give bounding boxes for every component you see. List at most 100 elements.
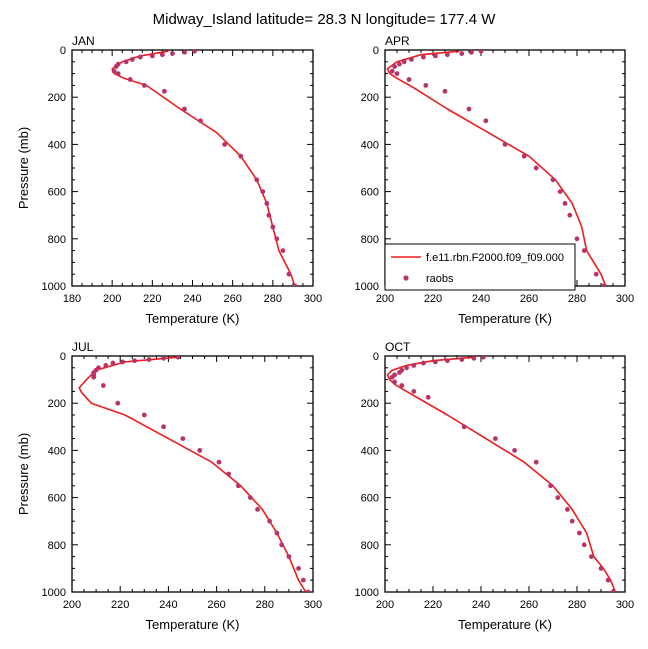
obs-point	[577, 530, 582, 536]
obs-point	[589, 554, 594, 559]
obs-point	[192, 50, 197, 54]
obs-point	[198, 118, 203, 124]
obs-point	[411, 389, 417, 394]
obs-point	[598, 566, 604, 571]
y-tick-label: 800	[361, 540, 379, 552]
panel-jan: 180 200 220 240 260 280 300 0 200 400 600 800 1000 JA…	[16, 34, 322, 326]
y-tick-label: 200	[48, 398, 66, 410]
obs-point	[279, 542, 285, 548]
x-tick-label: 200	[376, 599, 394, 611]
obs-point	[127, 77, 133, 82]
panel-title: OCT	[385, 340, 411, 354]
model-line	[386, 356, 617, 592]
x-tick-label: 200	[376, 293, 394, 305]
y-tick-label: 600	[361, 187, 379, 199]
obs-point	[137, 54, 143, 60]
y-tick-label: 600	[48, 187, 66, 199]
obs-point	[411, 363, 417, 368]
x-axis-label: Temperature (K)	[458, 617, 552, 632]
obs-point	[466, 106, 472, 112]
obs-point	[247, 495, 253, 500]
plot-data	[78, 356, 311, 592]
obs-point	[238, 153, 244, 159]
obs-point	[91, 374, 97, 380]
legend-box	[384, 243, 576, 291]
y-tick-label: 1000	[355, 281, 379, 293]
obs-point	[132, 358, 138, 364]
obs-point	[401, 59, 407, 65]
y-tick-label: 200	[361, 92, 379, 104]
x-tick-label: 220	[424, 599, 442, 611]
obs-point	[103, 363, 109, 368]
obs-point	[478, 50, 484, 54]
y-tick-label: 800	[361, 234, 379, 246]
obs-point	[286, 554, 292, 559]
x-tick-label: 280	[256, 599, 274, 611]
obs-point	[270, 224, 276, 230]
obs-point	[264, 201, 270, 206]
obs-point	[521, 153, 527, 159]
obs-point	[115, 400, 121, 406]
y-tick-label: 1000	[355, 587, 379, 599]
obs-point	[182, 50, 187, 55]
obs-point	[409, 57, 414, 62]
obs-point	[557, 189, 563, 195]
obs-point	[115, 71, 121, 76]
y-tick-label: 0	[373, 45, 379, 57]
obs-point	[266, 212, 272, 218]
obs-point	[141, 83, 147, 88]
obs-point	[226, 471, 232, 477]
obs-point	[569, 518, 575, 524]
obs-point	[425, 394, 431, 400]
obs-point	[404, 365, 409, 371]
obs-point	[565, 507, 570, 512]
obs-point	[222, 142, 228, 147]
obs-point	[548, 483, 553, 489]
obs-point	[433, 359, 438, 365]
x-axis-label: Temperature (K)	[146, 311, 240, 326]
obs-point	[129, 57, 135, 62]
obs-point	[502, 142, 508, 147]
x-tick-label: 240	[159, 599, 177, 611]
obs-point	[471, 356, 477, 361]
obs-point	[567, 212, 573, 218]
plot-data	[111, 50, 298, 286]
obs-point	[159, 52, 165, 58]
x-tick-label: 240	[183, 293, 201, 305]
obs-point	[533, 165, 539, 171]
obs-point	[389, 68, 395, 74]
obs-point	[254, 177, 260, 183]
y-tick-label: 800	[48, 234, 66, 246]
x-tick-label: 300	[616, 293, 634, 305]
y-tick-label: 400	[361, 445, 379, 457]
obs-point	[149, 53, 155, 59]
obs-point	[392, 64, 397, 69]
obs-point	[216, 459, 222, 465]
obs-point	[574, 236, 580, 242]
y-tick-label: 400	[361, 139, 379, 151]
panel-title: JUL	[72, 340, 94, 354]
y-tick-label: 400	[48, 445, 66, 457]
plot-data	[386, 356, 617, 592]
obs-point	[141, 412, 147, 418]
model-line	[111, 50, 296, 286]
plot-frame	[71, 49, 314, 287]
obs-point	[392, 379, 397, 385]
obs-point	[180, 436, 186, 441]
x-tick-label: 220	[424, 293, 442, 305]
y-tick-label: 200	[361, 398, 379, 410]
obs-point	[562, 201, 568, 206]
y-tick-label: 800	[48, 540, 66, 552]
panel-title: JAN	[72, 34, 95, 48]
obs-point	[459, 51, 465, 56]
obs-point	[433, 53, 438, 59]
obs-point	[445, 358, 450, 364]
obs-point	[555, 495, 561, 500]
obs-point	[605, 577, 611, 583]
obs-point	[445, 52, 450, 58]
legend-obs-swatch	[403, 275, 409, 281]
figure-title: Midway_Island latitude= 28.3 N longitude…	[153, 11, 497, 28]
y-tick-label: 0	[60, 351, 66, 363]
